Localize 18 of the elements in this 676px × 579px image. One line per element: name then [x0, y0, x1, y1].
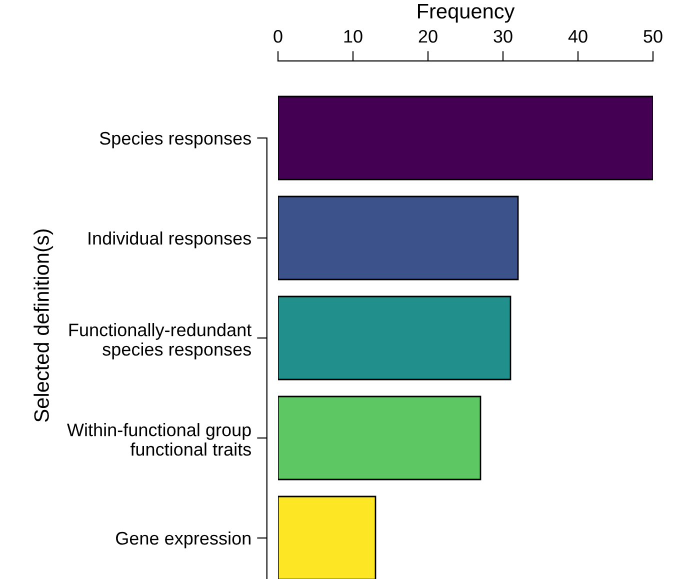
x-tick-label: 10: [344, 30, 362, 43]
x-axis-title: Frequency: [418, 4, 515, 23]
y-tick-label: Within-functional group functional traits: [67, 423, 251, 456]
x-tick-label: 0: [274, 30, 282, 43]
x-tick-label: 40: [568, 30, 588, 43]
y-tick-label: Individual responses: [88, 231, 251, 248]
bar: [278, 196, 519, 280]
x-tick-label: 50: [644, 30, 662, 43]
bar: [278, 496, 376, 579]
y-tick-label: Gene expression: [116, 531, 250, 548]
x-tick-label: 30: [494, 30, 512, 43]
x-tick-label: 20: [418, 30, 438, 43]
y-tick-label: Species responses: [100, 131, 251, 148]
bar: [278, 96, 653, 180]
bar: [278, 396, 482, 480]
y-axis-title: Selected definition(s): [34, 230, 54, 422]
y-tick-label: Functionally-redundant species responses: [69, 323, 252, 360]
bar: [278, 296, 512, 380]
